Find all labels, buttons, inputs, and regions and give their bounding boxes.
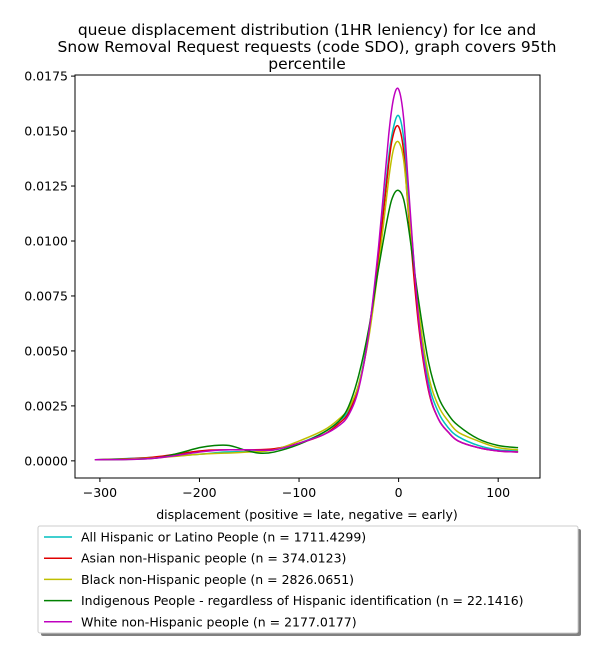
chart-title-line-2: Snow Removal Request requests (code SDO)… [58, 38, 557, 56]
legend-label-4: Indigenous People - regardless of Hispan… [81, 593, 524, 608]
y-tick-label: 0.0125 [24, 179, 68, 194]
plot-frame [74, 74, 541, 479]
y-tick-label: 0.0000 [24, 453, 68, 468]
y-tick-label: 0.0100 [24, 233, 68, 248]
legend-label-5: White non-Hispanic people (n = 2177.0177… [81, 614, 357, 629]
x-tick-label: 0 [395, 485, 403, 500]
chart-title-line-3: percentile [268, 55, 346, 73]
x-tick-label: −100 [282, 485, 316, 500]
legend-label-1: All Hispanic or Latino People (n = 1711.… [81, 530, 366, 545]
y-tick-label: 0.0075 [24, 288, 68, 303]
y-tick-label: 0.0050 [24, 343, 68, 358]
y-tick-label: 0.0150 [24, 124, 68, 139]
series-line-2 [94, 124, 519, 461]
legend-label-3: Black non-Hispanic people (n = 2826.0651… [81, 572, 354, 587]
x-tick-label: −200 [182, 485, 216, 500]
legend-entries: All Hispanic or Latino People (n = 1711.… [44, 530, 524, 629]
x-tick-label: 100 [486, 485, 510, 500]
x-axis-label: displacement (positive = late, negative … [156, 507, 458, 522]
y-axis-ticks: 0.0000 0.0025 0.0050 0.0075 0.0100 0.0125 0.01… [24, 69, 75, 468]
legend: All Hispanic or Latino People (n = 1711.… [37, 525, 581, 636]
x-axis-ticks: −300 −200 −100 0 100 [83, 478, 510, 500]
series-line-3 [94, 140, 519, 461]
series-line-5 [94, 87, 519, 461]
y-tick-label: 0.0175 [24, 69, 68, 84]
series-line-4 [94, 189, 519, 461]
y-tick-label: 0.0025 [24, 398, 68, 413]
series-layer [94, 87, 519, 461]
legend-box [37, 525, 579, 634]
series-line-1 [94, 114, 519, 461]
x-tick-label: −300 [83, 485, 117, 500]
chart-title-line-1: queue displacement distribution (1HR len… [78, 21, 536, 39]
legend-label-2: Asian non-Hispanic people (n = 374.0123) [81, 551, 346, 566]
